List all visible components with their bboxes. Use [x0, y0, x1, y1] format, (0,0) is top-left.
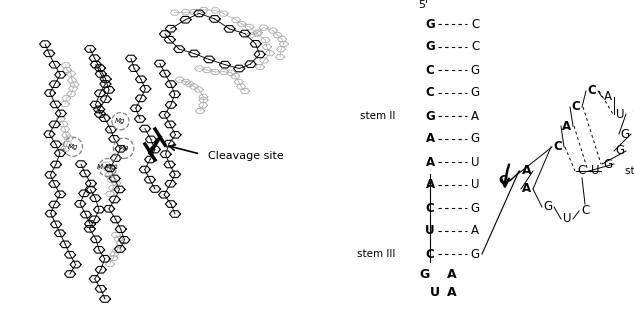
Text: C: C: [498, 174, 508, 188]
Text: G: G: [543, 201, 553, 213]
Text: C: C: [425, 248, 434, 261]
Text: G: G: [621, 128, 630, 140]
Text: Mg: Mg: [68, 144, 78, 150]
Text: A: A: [447, 268, 457, 280]
Text: A: A: [425, 155, 434, 168]
Text: C: C: [425, 63, 434, 77]
Text: G: G: [616, 145, 624, 158]
Text: C: C: [588, 85, 597, 98]
Text: M Mg.: M Mg.: [97, 165, 119, 170]
Text: U: U: [425, 225, 435, 238]
Text: G: G: [470, 202, 479, 214]
Text: C: C: [553, 140, 562, 153]
Text: A: A: [425, 132, 434, 145]
Text: stem II: stem II: [359, 111, 395, 121]
Text: C: C: [425, 202, 434, 214]
Text: G: G: [420, 268, 430, 280]
Text: G: G: [425, 109, 435, 122]
Text: U: U: [616, 108, 624, 121]
Text: A: A: [604, 91, 612, 103]
Text: C: C: [581, 204, 589, 218]
Text: C: C: [471, 18, 479, 31]
Text: U: U: [471, 155, 479, 168]
Text: A: A: [522, 165, 532, 177]
Text: 5': 5': [418, 0, 428, 10]
Text: U: U: [471, 179, 479, 191]
Text: C: C: [578, 165, 586, 177]
Text: C: C: [572, 100, 580, 114]
Text: A: A: [471, 225, 479, 238]
Text: 5': 5': [632, 104, 634, 114]
Text: Mg: Mg: [115, 118, 126, 124]
Text: G: G: [470, 132, 479, 145]
Text: G: G: [470, 86, 479, 100]
Text: stem I: stem I: [625, 166, 634, 176]
Text: C: C: [425, 86, 434, 100]
Text: U: U: [563, 212, 571, 226]
Text: G: G: [425, 18, 435, 31]
Text: U: U: [430, 286, 440, 299]
Text: A: A: [471, 109, 479, 122]
Text: G: G: [470, 248, 479, 261]
Text: C: C: [471, 41, 479, 54]
Text: A: A: [562, 120, 572, 132]
Text: U: U: [591, 165, 599, 177]
Text: stem III: stem III: [356, 249, 395, 259]
Text: A: A: [522, 182, 531, 196]
Text: G: G: [425, 41, 435, 54]
Text: G: G: [604, 158, 612, 170]
Text: Mg: Mg: [119, 145, 129, 151]
Text: A: A: [425, 179, 434, 191]
Text: Cleavage site: Cleavage site: [208, 151, 284, 161]
Text: G: G: [470, 63, 479, 77]
Text: A: A: [447, 286, 457, 299]
